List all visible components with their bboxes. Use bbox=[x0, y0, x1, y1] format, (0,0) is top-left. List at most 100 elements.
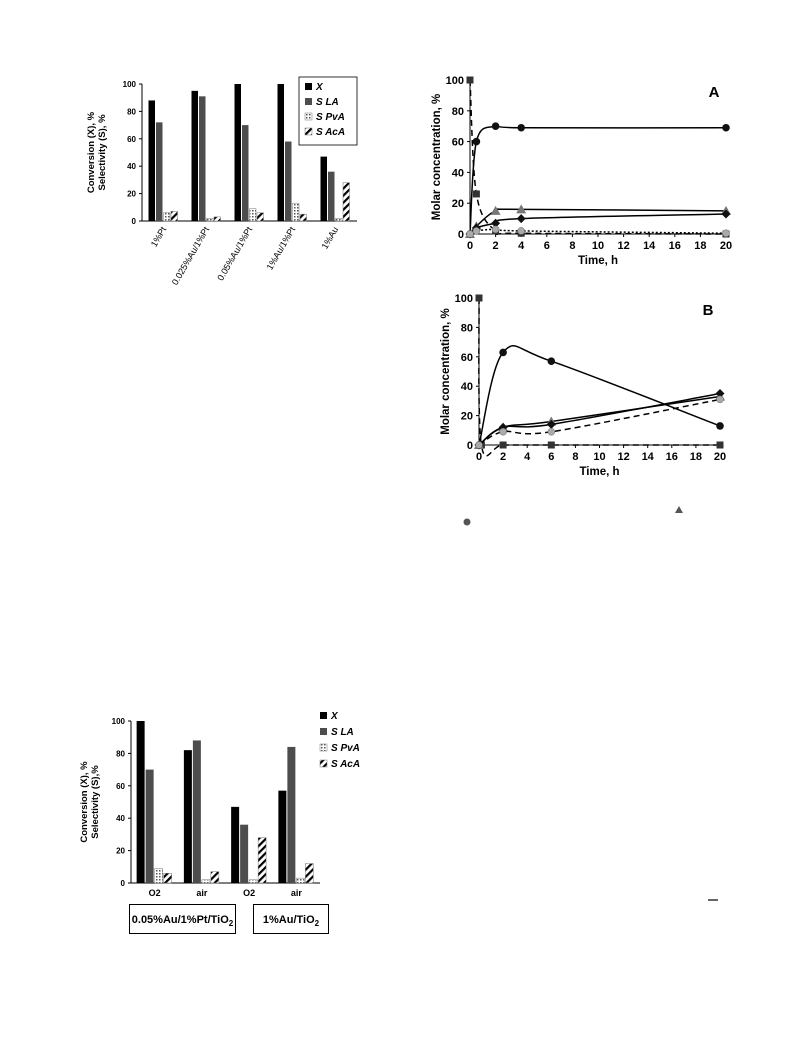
circle-marker bbox=[517, 123, 525, 132]
x-tick-label: 2 bbox=[500, 451, 506, 463]
group-label-au: 1%Au/TiO2 bbox=[253, 904, 329, 934]
y-tick-label: 100 bbox=[112, 717, 126, 726]
y-tick-label: 60 bbox=[127, 135, 136, 144]
category-label: air bbox=[196, 888, 208, 898]
category-label: 1%Au/1%Pt bbox=[265, 225, 298, 272]
x-tick-label: 14 bbox=[643, 240, 656, 252]
line-chart-panel-b: 0 20 40 60 80 100 0 2 4 6 8 10 12 14 16 18 20 Time, h Mola… bbox=[440, 293, 726, 478]
y-tick-label: 0 bbox=[121, 879, 126, 888]
y-axis-label: Conversion (X), % bbox=[86, 111, 97, 193]
legend-swatch bbox=[304, 112, 313, 121]
x-tick-label: 8 bbox=[572, 451, 578, 463]
y-tick-label: 0 bbox=[458, 229, 464, 241]
circle-marker bbox=[547, 357, 556, 366]
legend-swatch bbox=[304, 127, 313, 136]
gray-circle-marker bbox=[722, 229, 730, 237]
gray-circle-marker bbox=[475, 441, 483, 449]
panel-label: A bbox=[709, 84, 720, 101]
circle-marker bbox=[472, 137, 481, 146]
legend-entry: S LA bbox=[331, 727, 354, 738]
category-label: 1%Au bbox=[320, 225, 341, 251]
circle-marker bbox=[499, 348, 507, 357]
category-label: O2 bbox=[243, 888, 255, 898]
gray-circle-marker bbox=[716, 395, 724, 404]
x-tick-label: 2 bbox=[493, 240, 499, 252]
bar-x bbox=[234, 84, 241, 221]
gray-circle-marker bbox=[491, 225, 500, 234]
y-tick-label: 20 bbox=[461, 411, 473, 423]
square-marker bbox=[547, 441, 555, 449]
legend-entry: S PvA bbox=[331, 743, 360, 754]
bar-s-pva bbox=[296, 877, 305, 884]
bar-x bbox=[136, 721, 145, 883]
bar-s-aca bbox=[256, 212, 264, 222]
bar-s-la bbox=[285, 141, 292, 221]
x-tick-label: 0 bbox=[467, 240, 473, 252]
diamond-marker bbox=[715, 389, 725, 399]
bar-s-aca bbox=[163, 873, 172, 884]
gray-circle-marker bbox=[466, 230, 474, 238]
bar-s-la bbox=[287, 746, 296, 883]
y-tick-label: 40 bbox=[116, 814, 125, 823]
bar-x bbox=[320, 156, 327, 221]
x-tick-label: 8 bbox=[569, 240, 575, 252]
y-tick-label: 40 bbox=[127, 162, 136, 171]
legend-swatch bbox=[319, 743, 328, 752]
bar-s-pva bbox=[206, 218, 214, 222]
x-tick-label: 4 bbox=[524, 451, 531, 463]
x-tick-label: 12 bbox=[617, 240, 629, 252]
gray-circle-marker bbox=[517, 227, 525, 235]
x-tick-label: 4 bbox=[518, 240, 525, 252]
x-tick-label: 20 bbox=[714, 451, 726, 463]
x-tick-label: 6 bbox=[548, 451, 554, 463]
x-tick-label: 20 bbox=[720, 240, 732, 252]
y-tick-label: 60 bbox=[116, 782, 125, 791]
series-line bbox=[478, 395, 721, 446]
bar-s-aca bbox=[213, 216, 221, 222]
x-tick-label: 10 bbox=[593, 451, 605, 463]
series-line bbox=[478, 398, 721, 446]
category-label: 0.05%Au/1%Pt bbox=[215, 225, 254, 283]
bar-s-aca bbox=[305, 863, 314, 884]
series-line bbox=[469, 124, 727, 235]
legend-swatch bbox=[305, 83, 312, 90]
series-line bbox=[478, 392, 721, 446]
category-label: O2 bbox=[149, 888, 161, 898]
bar-s-la bbox=[240, 824, 249, 883]
square-marker bbox=[716, 441, 724, 449]
diamond-marker bbox=[721, 209, 731, 219]
legend-entry: S LA bbox=[316, 97, 339, 108]
circle-marker bbox=[491, 122, 500, 130]
bar-s-pva bbox=[201, 879, 211, 884]
bar-s-aca bbox=[210, 871, 220, 884]
x-tick-label: 10 bbox=[592, 240, 604, 252]
y-tick-label: 40 bbox=[461, 381, 473, 393]
y-tick-label: 0 bbox=[467, 440, 473, 452]
bar-s-la bbox=[192, 740, 201, 883]
bar-s-la bbox=[199, 96, 206, 221]
y-tick-label: 60 bbox=[461, 352, 473, 364]
stray-triangle-marker bbox=[675, 506, 683, 513]
x-axis-label: Time, h bbox=[579, 466, 619, 478]
panel-label: B bbox=[703, 302, 714, 319]
group-label-au-pt: 0.05%Au/1%Pt/TiO2 bbox=[129, 904, 236, 934]
bar-s-pva bbox=[248, 879, 258, 884]
legend-swatch bbox=[320, 728, 327, 735]
y-tick-label: 20 bbox=[127, 190, 136, 199]
y-tick-label: 20 bbox=[452, 198, 464, 210]
bar-s-la bbox=[242, 125, 249, 221]
bar-s-la bbox=[328, 171, 335, 221]
x-tick-label: 18 bbox=[694, 240, 706, 252]
bar-s-aca bbox=[257, 837, 267, 884]
triangle-marker bbox=[516, 204, 527, 214]
triangle-marker bbox=[490, 205, 501, 215]
bar-s-pva bbox=[154, 868, 163, 884]
x-tick-label: 14 bbox=[642, 451, 655, 463]
y-tick-label: 0 bbox=[132, 217, 137, 226]
gray-circle-marker bbox=[547, 428, 556, 436]
x-tick-label: 18 bbox=[690, 451, 702, 463]
square-marker bbox=[472, 190, 480, 198]
category-label: 0.025%Au/1%Pt bbox=[170, 225, 212, 287]
square-marker bbox=[466, 76, 474, 84]
